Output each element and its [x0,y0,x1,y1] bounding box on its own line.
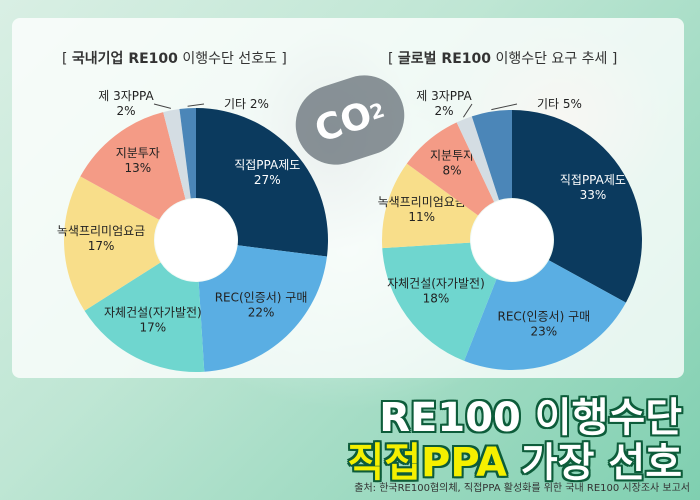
slice-value-1-5: 2% [434,104,453,118]
chart-title-global-prefix: [ [388,51,398,67]
slice-value-1-4: 8% [443,164,462,178]
chart-title-domestic-bold: 국내기업 RE100 [71,51,178,67]
chart-title-domestic: [ 국내기업 RE100 이행수단 선호도 ] [62,48,287,68]
chart-title-global-rest: 이행수단 요구 추세 ] [491,51,618,67]
donut-slice-0-6 [179,108,196,199]
donut-slice-0-5 [163,109,191,200]
slice-value-1-2: 18% [423,291,450,305]
donut-slice-1-4 [406,122,495,216]
leader-line-1-5 [462,103,473,118]
donut-slice-1-1 [464,260,626,370]
slice-label-1-4: 지분투자 [430,149,474,163]
source-note: 출처: 한국RE100협의체, 직접PPA 활성화를 위한 국내 RE100 시… [354,483,690,494]
donut-slice-1-2 [382,242,497,361]
chart-title-global-bold: 글로벌 RE100 [397,51,492,67]
chart-title-global: [ 글로벌 RE100 이행수단 요구 추세 ] [388,48,617,68]
slice-label-0-2: 자체건설(자가발전) [104,306,202,320]
donut-slice-1-6 [471,110,512,201]
slice-value-1-3: 11% [408,210,435,224]
slice-label-0-1: REC(인증서) 구매 [215,290,308,304]
slice-value-0-0: 27% [254,173,281,187]
slice-label-1-2: 자체건설(자가발전) [387,276,485,290]
chart-title-domestic-prefix: [ [62,51,72,67]
headline-highlight: 직접PPA [347,440,507,486]
slice-label-0-0: 직접PPA제도 [234,158,300,172]
donut-hole-1 [471,199,553,281]
slice-label-1-0: 직접PPA제도 [560,173,626,187]
slice-value-1-1: 23% [531,324,558,338]
slice-label-1-3: 녹색프리미엄요금 [378,195,466,209]
leader-line-1-6 [491,103,518,111]
slice-label-1-5: 제 3자PPA [416,89,472,103]
donut-slice-0-2 [84,262,205,372]
slice-label-1-6: 기타 5% [537,97,582,111]
headline-rest: 가장 선호 [506,440,682,486]
donut-slice-1-5 [456,116,500,202]
slice-label-0-4: 지분투자 [116,146,160,160]
slice-value-0-2: 17% [140,321,167,335]
leader-line-0-6 [187,103,205,107]
slice-value-0-5: 2% [116,104,135,118]
donut-hole-0 [155,199,237,281]
donut-slice-0-1 [198,245,327,372]
slice-label-1-1: REC(인증서) 구매 [497,309,590,323]
headline-line-1: RE100 이행수단 [379,395,682,441]
slice-value-0-1: 22% [248,305,275,319]
donut-slice-1-0 [512,110,642,303]
slice-label-0-3: 녹색프리미엄요금 [57,224,145,238]
donut-slice-0-3 [63,176,161,311]
slice-label-0-6: 기타 2% [224,97,269,111]
donut-slice-1-3 [382,163,479,249]
headline-line-2: 직접PPA 가장 선호 [347,430,682,488]
slice-value-0-4: 13% [124,161,151,175]
donut-slice-0-0 [196,108,328,257]
slice-value-0-3: 17% [88,239,115,253]
leader-line-0-5 [153,103,172,109]
chart-title-domestic-rest: 이행수단 선호도 ] [177,51,287,67]
slice-value-1-0: 33% [580,188,607,202]
donut-slice-0-4 [80,112,186,220]
slice-label-0-5: 제 3자PPA [98,89,154,103]
